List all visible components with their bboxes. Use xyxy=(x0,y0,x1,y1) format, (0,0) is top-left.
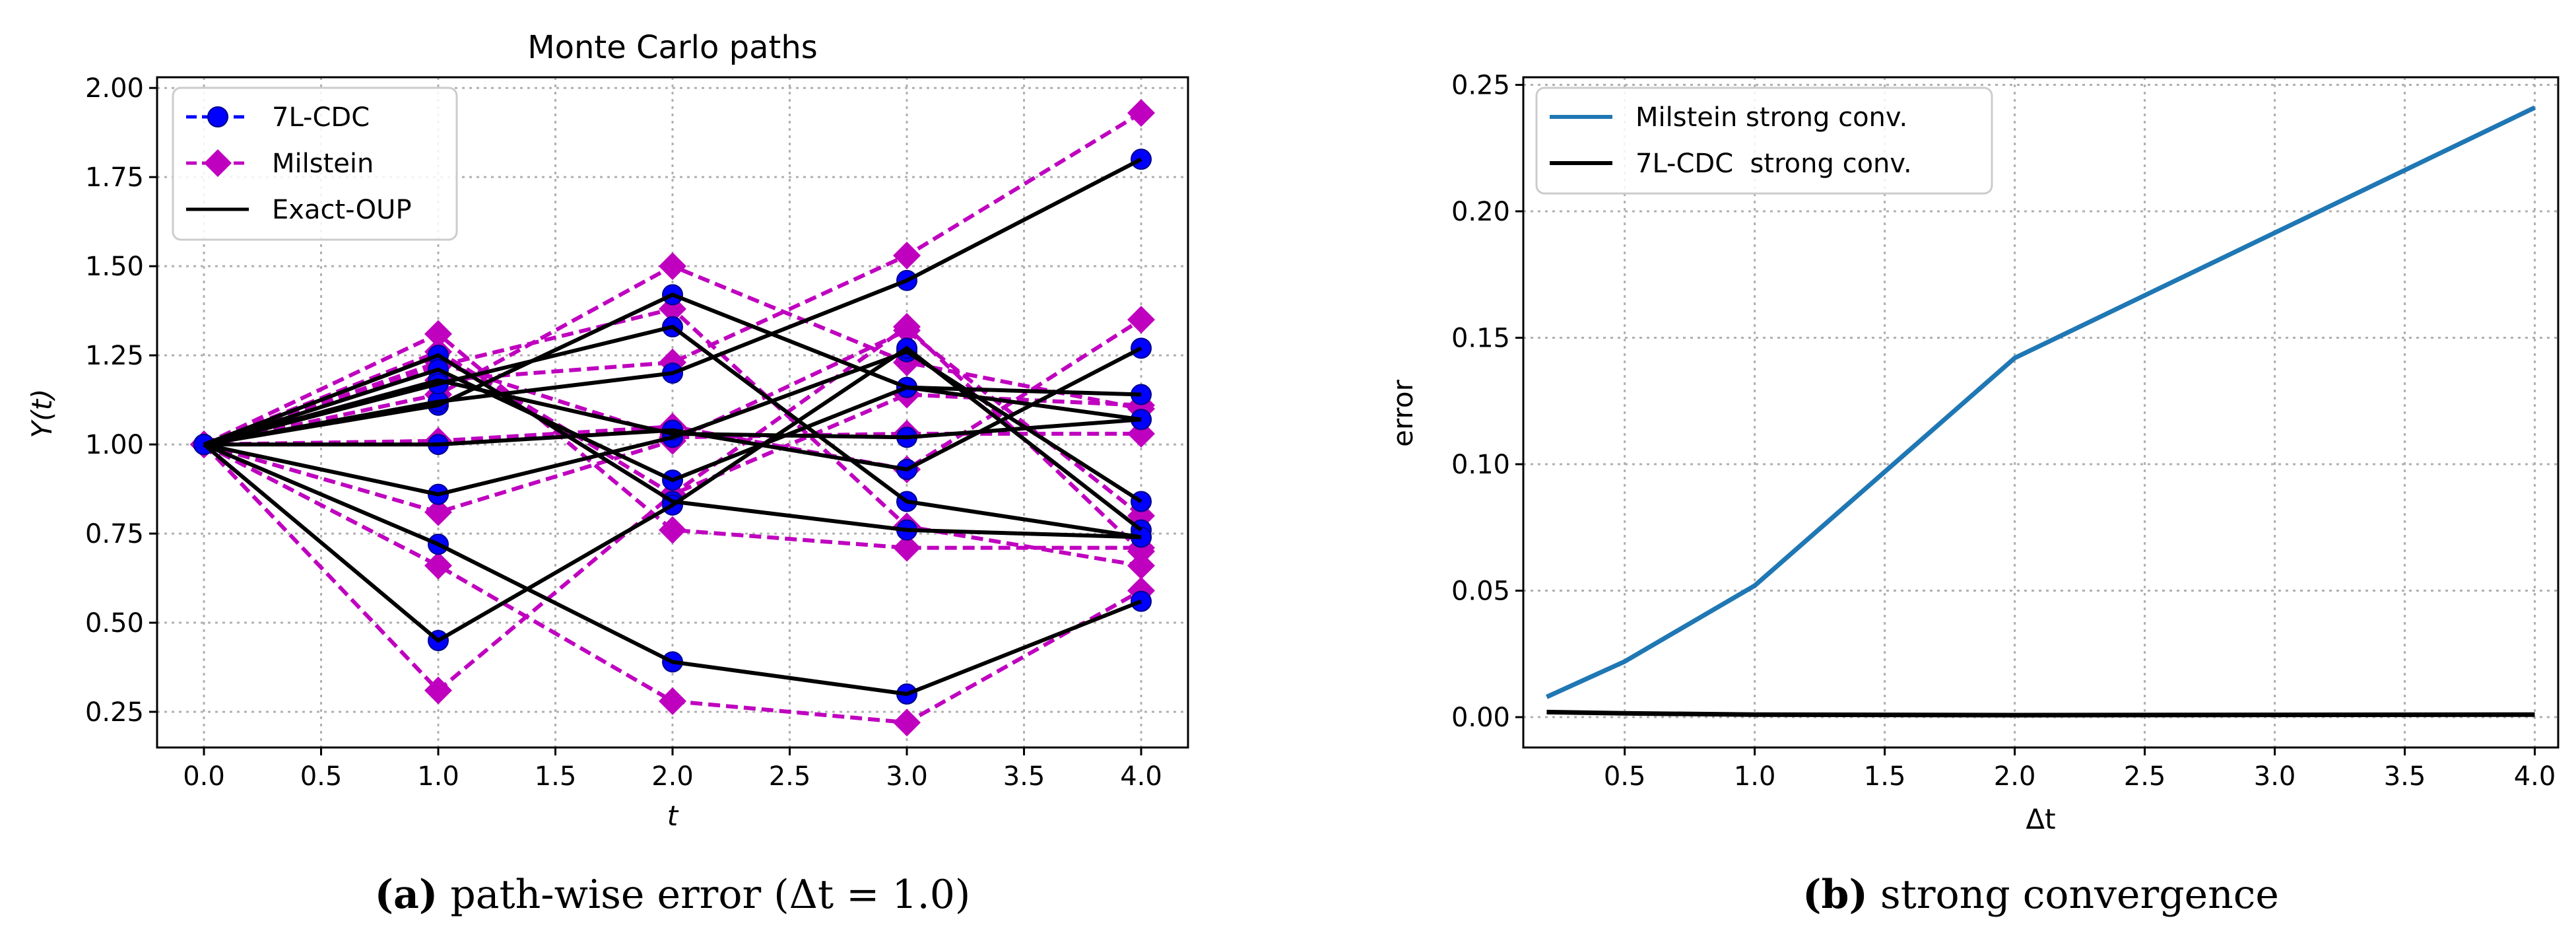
y-tick-label: 0.25 xyxy=(85,697,144,728)
legend-label-milstein: Milstein xyxy=(272,149,374,179)
milstein-strong-conv-line xyxy=(1546,105,2536,699)
legend-marker-circle xyxy=(207,106,228,127)
legend: Milstein strong conv. 7L-CDC strong conv… xyxy=(1535,87,1993,195)
caption-a-label: (a) xyxy=(375,872,438,918)
y-tick-label: 0.75 xyxy=(85,519,144,549)
exact-oup-path-line xyxy=(203,349,1142,504)
y-tick-label: 0.15 xyxy=(1451,324,1510,354)
exact-oup-path-line xyxy=(203,353,1142,539)
x-tick-label: 1.5 xyxy=(535,761,577,792)
legend-label-exact-oup: Exact-OUP xyxy=(272,195,412,225)
x-tick-label: 1.5 xyxy=(1864,761,1906,792)
exact-oup-path-line xyxy=(203,442,1142,697)
legend-entry-milstein: Milstein strong conv. xyxy=(1550,102,1907,133)
x-tick-label: 0.5 xyxy=(1604,761,1646,792)
y-tick-label: 0.20 xyxy=(1451,197,1510,227)
legend-marker-diamond xyxy=(204,149,232,177)
milstein-path-line xyxy=(203,442,1142,725)
x-axis-ticks: 0.0 0.5 1.0 1.5 2.0 2.5 3.0 3.5 4.0 xyxy=(183,747,1162,792)
x-tick-label: 1.0 xyxy=(1734,761,1776,792)
x-tick-label: 3.5 xyxy=(2384,761,2426,792)
milstein-point xyxy=(424,551,452,580)
x-tick-label: 3.0 xyxy=(2254,761,2296,792)
caption-b: (b) strong convergence xyxy=(1802,872,2279,918)
x-tick-label: 0.0 xyxy=(183,761,225,792)
y-tick-label: 0.05 xyxy=(1451,576,1510,607)
x-tick-label: 0.5 xyxy=(300,761,343,792)
chart-monte-carlo-paths: 0.0 0.5 1.0 1.5 2.0 2.5 3.0 3.5 4.0 0.25 0.50 0.75… xyxy=(26,29,1189,832)
exact-oup-path-line xyxy=(204,346,1142,472)
milstein-point xyxy=(659,252,686,281)
exact-oup-path-line xyxy=(203,157,1142,447)
x-axis-ticks: 0.5 1.0 1.5 2.0 2.5 3.0 3.5 4.0 xyxy=(1604,747,2556,792)
y-axis-ticks: 0.25 0.50 0.75 1.00 1.25 1.50 1.75 2.00 xyxy=(85,73,157,728)
chart-title: Monte Carlo paths xyxy=(527,29,818,66)
y-tick-label: 0.50 xyxy=(85,608,144,639)
caption-a-text: path-wise error (Δt = 1.0) xyxy=(438,872,970,918)
exact-oup-path-line xyxy=(203,345,1142,643)
plot-frame xyxy=(1522,76,2559,749)
milstein-point xyxy=(893,312,921,341)
milstein-point xyxy=(893,709,921,737)
legend-box xyxy=(172,87,458,241)
exact-oup-lines xyxy=(203,157,1142,697)
legend: 7L-CDC Milstein Exact-OUP xyxy=(172,87,458,241)
x-axis-label: t xyxy=(667,800,679,832)
legend-label-7l-cdc: 7L-CDC xyxy=(272,102,370,133)
x-tick-label: 4.0 xyxy=(2514,761,2556,792)
milstein-point xyxy=(893,241,921,269)
exact-oup-path-line xyxy=(203,293,1142,447)
milstein-point xyxy=(1127,306,1155,334)
x-tick-label: 3.5 xyxy=(1003,761,1045,792)
y-axis-label: error xyxy=(1387,379,1419,446)
legend-entry-milstein: Milstein xyxy=(186,149,374,179)
paths xyxy=(190,98,1155,737)
y-tick-label: 1.25 xyxy=(85,341,144,371)
caption-b-label: (b) xyxy=(1802,872,1868,918)
y-tick-label: 2.00 xyxy=(85,73,144,104)
legend-label-7l-cdc: 7L-CDC strong conv. xyxy=(1635,149,1912,179)
y-tick-label: 0.00 xyxy=(1451,703,1510,733)
milstein-point xyxy=(1127,551,1155,580)
x-tick-label: 2.0 xyxy=(1994,761,2036,792)
milstein-point xyxy=(424,676,452,705)
milstein-path-line xyxy=(203,360,1141,446)
x-tick-label: 2.5 xyxy=(769,761,811,792)
milstein-point xyxy=(893,534,921,562)
x-tick-label: 2.0 xyxy=(651,761,694,792)
y-tick-label: 0.10 xyxy=(1451,450,1510,480)
caption-b-text: strong convergence xyxy=(1868,872,2279,918)
x-tick-label: 2.5 xyxy=(2124,761,2166,792)
legend-entry-exact-oup: Exact-OUP xyxy=(186,195,412,225)
y-axis-ticks: 0.00 0.05 0.10 0.15 0.20 0.25 xyxy=(1451,70,1523,733)
milstein-point xyxy=(424,320,452,348)
chart-strong-convergence: 0.5 1.0 1.5 2.0 2.5 3.0 3.5 4.0 0.00 0.05 0.10 0.1… xyxy=(1387,70,2559,835)
exact-oup-path-line xyxy=(203,367,1142,483)
exact-oup-path-line xyxy=(203,378,1142,446)
y-tick-label: 1.75 xyxy=(85,162,144,193)
milstein-point xyxy=(659,516,686,544)
milstein-point xyxy=(659,687,686,715)
legend-box xyxy=(1535,87,1993,195)
y-tick-label: 1.00 xyxy=(85,430,144,460)
milstein-path-line xyxy=(203,331,1141,550)
x-tick-label: 1.0 xyxy=(417,761,459,792)
x-tick-label: 3.0 xyxy=(886,761,928,792)
milstein-point xyxy=(1127,98,1155,127)
y-tick-label: 1.50 xyxy=(85,252,144,282)
x-axis-label: Δt xyxy=(2026,803,2055,835)
exact-oup-path-line xyxy=(203,324,1142,539)
legend-label-milstein: Milstein strong conv. xyxy=(1635,102,1907,133)
legend-entry-7l-cdc: 7L-CDC strong conv. xyxy=(1550,149,1912,179)
y-tick-label: 0.25 xyxy=(1451,70,1510,100)
y-axis-label: Y(t) xyxy=(26,389,58,438)
milstein-point xyxy=(424,498,452,526)
caption-a: (a) path-wise error (Δt = 1.0) xyxy=(375,872,971,918)
legend-entry-7l-cdc: 7L-CDC xyxy=(186,102,370,133)
7l-cdc-strong-conv-line xyxy=(1546,709,2535,718)
x-tick-label: 4.0 xyxy=(1120,761,1162,792)
series xyxy=(1546,105,2536,718)
